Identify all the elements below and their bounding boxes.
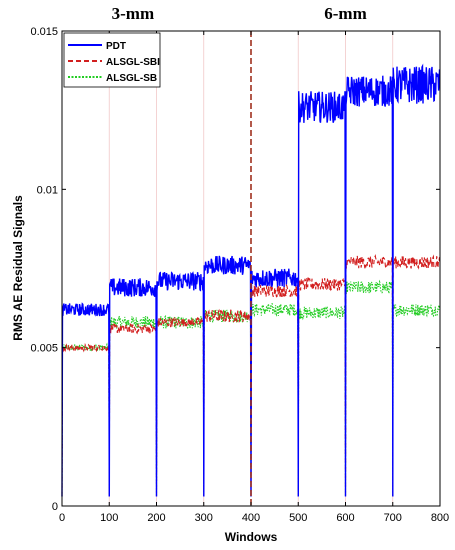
x-tick-label: 400: [242, 512, 260, 524]
legend-label: PDT: [106, 41, 126, 52]
x-tick-label: 100: [100, 512, 118, 524]
legend-label: ALSGL-SB: [106, 73, 157, 84]
x-tick-label: 200: [147, 512, 165, 524]
x-axis-ticks: 0 100 200 300 400 500 600 700 800: [59, 31, 449, 524]
region-annotations: 3-mm 6-mm: [112, 4, 367, 23]
x-tick-label: 600: [336, 512, 354, 524]
y-tick-label: 0.01: [37, 184, 58, 196]
legend-label: ALSGL-SBI: [106, 57, 160, 68]
region-label: 6-mm: [324, 4, 366, 23]
x-tick-label: 300: [195, 512, 213, 524]
x-tick-label: 0: [59, 512, 65, 524]
x-tick-label: 500: [289, 512, 307, 524]
region-label: 3-mm: [112, 4, 154, 23]
x-tick-label: 800: [431, 512, 449, 524]
x-axis-label: Windows: [225, 530, 278, 544]
legend: PDT ALSGL-SBI ALSGL-SB: [63, 32, 161, 88]
x-tick-label: 700: [384, 512, 402, 524]
y-axis-label: RMS AE Residual Signals: [11, 195, 25, 341]
y-tick-label: 0: [52, 501, 58, 513]
y-tick-label: 0.015: [30, 26, 58, 38]
y-axis-ticks: 0 0.005 0.01 0.015: [30, 26, 440, 513]
y-tick-label: 0.005: [30, 343, 58, 355]
